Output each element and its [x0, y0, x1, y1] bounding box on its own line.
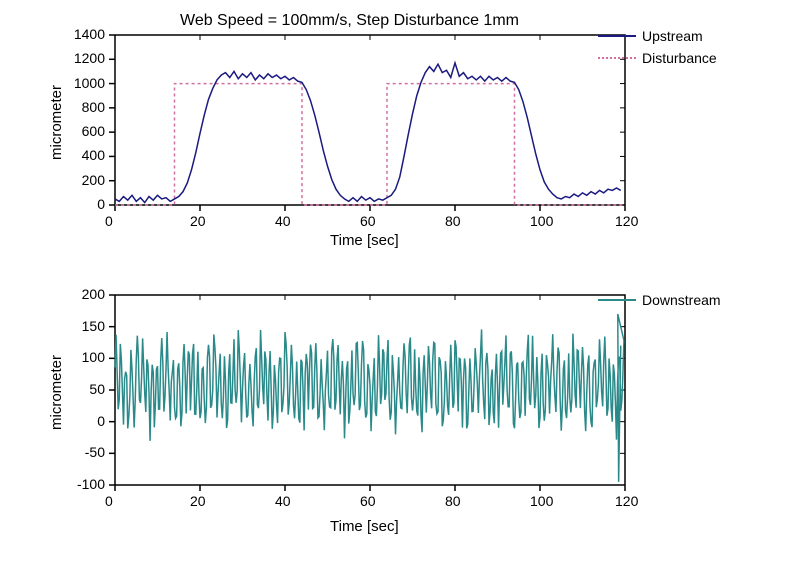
legend-line-downstream	[598, 299, 636, 301]
y-tick-label: 100	[82, 349, 105, 365]
y-tick-label: 1400	[74, 26, 105, 42]
y-tick-label: 400	[82, 147, 105, 163]
x-tick-label: 40	[275, 213, 291, 229]
x-tick-label: 80	[445, 493, 461, 509]
y-tick-label: 200	[82, 172, 105, 188]
y-tick-label: 0	[97, 196, 105, 212]
y-tick-label: 600	[82, 123, 105, 139]
chart2-xlabel: Time [sec]	[330, 518, 399, 535]
y-tick-label: -100	[77, 476, 105, 492]
y-tick-label: -50	[85, 444, 105, 460]
downstream-chart	[0, 0, 800, 562]
x-tick-label: 80	[445, 213, 461, 229]
legend-downstream: Downstream	[598, 292, 721, 308]
y-tick-label: 800	[82, 99, 105, 115]
x-tick-label: 60	[360, 213, 376, 229]
y-tick-label: 1000	[74, 75, 105, 91]
x-tick-label: 120	[615, 493, 638, 509]
legend-label-downstream: Downstream	[642, 292, 721, 308]
chart2-ylabel: micrometer	[48, 355, 65, 430]
chart-container: Web Speed = 100mm/s, Step Disturbance 1m…	[0, 0, 800, 562]
y-tick-label: 200	[82, 286, 105, 302]
x-tick-label: 20	[190, 213, 206, 229]
x-tick-label: 100	[530, 213, 553, 229]
x-tick-label: 40	[275, 493, 291, 509]
x-tick-label: 0	[105, 213, 113, 229]
y-tick-label: 150	[82, 318, 105, 334]
x-tick-label: 120	[615, 213, 638, 229]
x-tick-label: 20	[190, 493, 206, 509]
y-tick-label: 1200	[74, 50, 105, 66]
x-tick-label: 60	[360, 493, 376, 509]
x-tick-label: 0	[105, 493, 113, 509]
y-tick-label: 50	[89, 381, 105, 397]
x-tick-label: 100	[530, 493, 553, 509]
y-tick-label: 0	[97, 413, 105, 429]
